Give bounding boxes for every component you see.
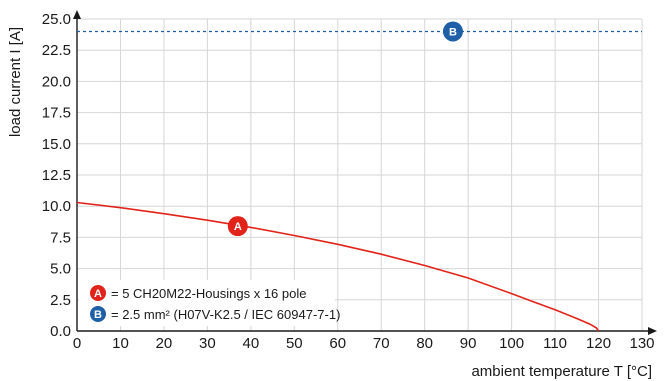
x-axis-title: ambient temperature T [°C] — [471, 363, 652, 380]
series-markers: AB — [227, 21, 463, 237]
x-tick-label: 90 — [460, 335, 477, 352]
marker-circle — [227, 216, 248, 237]
marker-circle — [442, 21, 463, 42]
y-axis-arrow — [73, 10, 81, 19]
x-tick-label: 30 — [199, 335, 216, 352]
legend-item-b: B = 2.5 mm² (H07V-K2.5 / IEC 60947-7-1) — [90, 306, 340, 322]
y-tick-labels: 0.0 2.5 5.0 7.5 10.0 12.5 15.0 17.5 20.0 22.5 25.0 — [42, 11, 71, 340]
y-tick-label: 12.5 — [42, 167, 71, 184]
y-tick-label: 10.0 — [42, 198, 71, 215]
y-tick-label: 0.0 — [50, 323, 71, 340]
y-tick-label: 5.0 — [50, 261, 71, 278]
y-tick-label: 15.0 — [42, 136, 71, 153]
x-tick-label: 10 — [112, 335, 129, 352]
axes — [73, 10, 657, 335]
series-lines — [76, 30, 642, 332]
x-tick-label: 110 — [543, 335, 567, 352]
x-tick-label: 130 — [629, 335, 654, 352]
y-tick-label: 22.5 — [42, 42, 71, 59]
legend-box — [79, 280, 335, 326]
x-tick-label: 120 — [586, 335, 611, 352]
x-tick-label: 70 — [373, 335, 390, 352]
x-tick-label: 60 — [329, 335, 346, 352]
x-axis-arrow — [648, 327, 657, 335]
x-tick-label: 20 — [156, 335, 173, 352]
marker-a: A — [227, 216, 248, 237]
series-line-a — [76, 201, 600, 332]
legend-item-a: A = 5 CH20M22-Housings x 16 pole — [90, 285, 306, 301]
grid — [77, 18, 643, 331]
x-tick-label: 0 — [73, 335, 81, 352]
legend-marker — [90, 285, 106, 301]
y-tick-label: 17.5 — [42, 105, 71, 122]
legend-marker-label: A — [94, 288, 102, 300]
y-tick-label: 25.0 — [42, 11, 71, 28]
marker-label: B — [449, 26, 457, 38]
x-tick-label: 50 — [286, 335, 303, 352]
x-tick-labels: 0 10 20 30 40 50 60 70 80 90 100 110 120 130 — [73, 335, 655, 352]
y-tick-label: 2.5 — [50, 292, 71, 309]
y-axis-title: load current I [A] — [7, 27, 24, 137]
legend-marker-label: B — [94, 309, 102, 321]
y-tick-label: 20.0 — [42, 73, 71, 90]
legend-text: = 2.5 mm² (H07V-K2.5 / IEC 60947-7-1) — [111, 307, 340, 322]
x-tick-label: 100 — [499, 335, 524, 352]
x-tick-label: 80 — [416, 335, 433, 352]
marker-label: A — [234, 221, 242, 233]
legend-marker — [90, 306, 106, 322]
legend-text: = 5 CH20M22-Housings x 16 pole — [111, 286, 306, 301]
x-tick-label: 40 — [243, 335, 260, 352]
legend: A = 5 CH20M22-Housings x 16 pole B = 2.5 mm… — [90, 285, 340, 322]
marker-b: B — [442, 21, 463, 42]
y-tick-label: 7.5 — [50, 229, 71, 246]
